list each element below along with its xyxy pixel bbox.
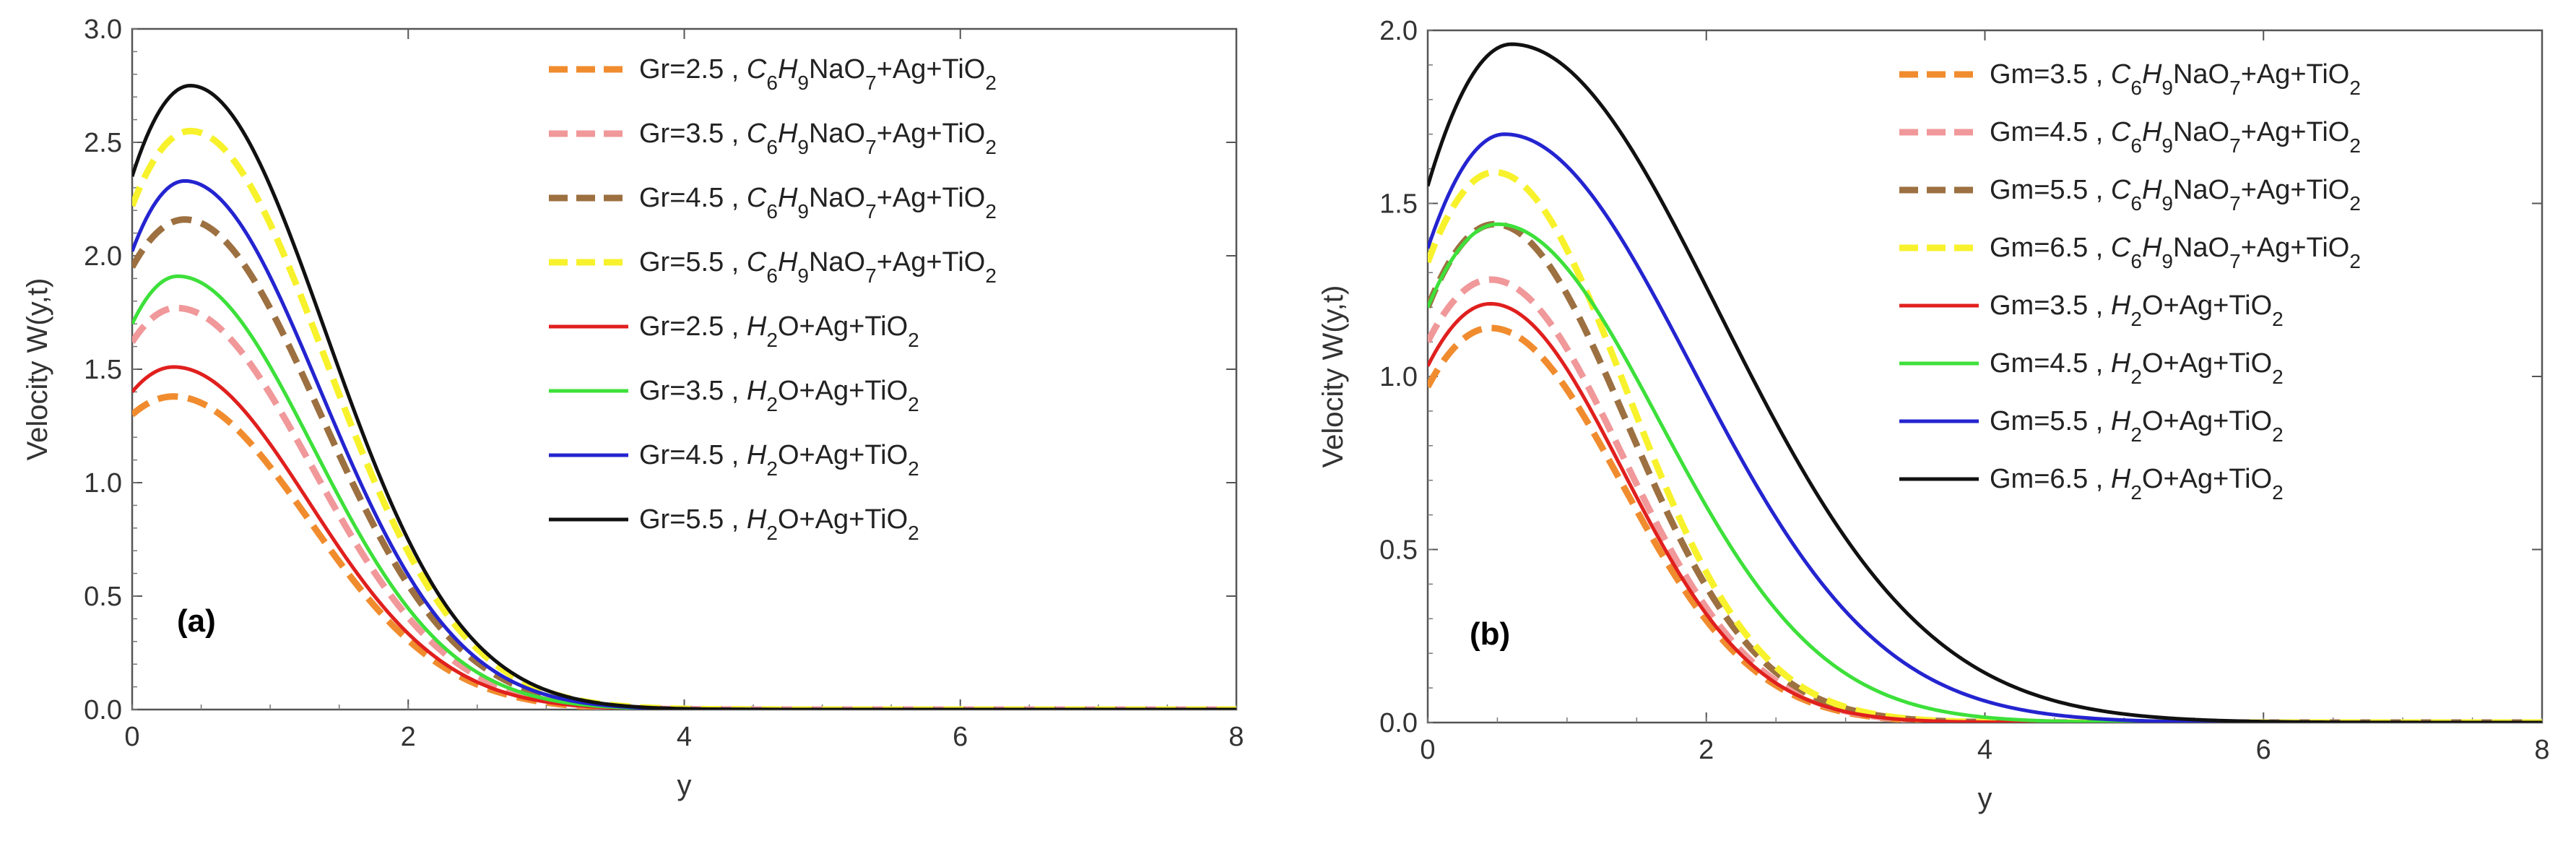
y-tick-label: 0.0 xyxy=(84,695,122,725)
x-tick-label: 0 xyxy=(1420,735,1435,765)
legend-label: Gm=5.5 , H2O+Ag+TiO2 xyxy=(1990,406,2284,446)
legend-label: Gm=6.5 , C6H9NaO7+Ag+TiO2 xyxy=(1990,233,2361,272)
y-tick-label: 2.0 xyxy=(1379,16,1418,46)
y-axis-title: Velocity W(y,t) xyxy=(22,278,53,461)
x-tick-label: 0 xyxy=(124,722,139,752)
x-tick-label: 4 xyxy=(1977,735,1992,765)
series-line-gr-5-5-h2o xyxy=(132,84,1236,710)
legend-label: Gm=4.5 , C6H9NaO7+Ag+TiO2 xyxy=(1990,117,2361,157)
legend-label: Gm=6.5 , H2O+Ag+TiO2 xyxy=(1990,464,2284,504)
y-tick-label: 0.0 xyxy=(1379,708,1418,738)
y-tick-label: 2.5 xyxy=(84,128,122,158)
y-tick-label: 2.0 xyxy=(84,241,122,272)
panel-label: (a) xyxy=(177,603,216,639)
y-tick-label: 3.0 xyxy=(84,14,122,45)
legend: Gm=3.5 , C6H9NaO7+Ag+TiO2 Gm=4.5 , C6H9Na… xyxy=(1899,59,2361,504)
legend-label: Gm=3.5 , H2O+Ag+TiO2 xyxy=(1990,290,2284,330)
y-tick-label: 1.5 xyxy=(84,355,122,385)
legend-label: Gm=4.5 , H2O+Ag+TiO2 xyxy=(1990,348,2284,388)
legend-label: Gr=3.5 , C6H9NaO7+Ag+TiO2 xyxy=(639,118,997,158)
plot-frame xyxy=(1426,29,2544,724)
legend: Gr=2.5 , C6H9NaO7+Ag+TiO2 Gr=3.5 , C6H9Na… xyxy=(549,54,997,544)
x-tick-label: 2 xyxy=(401,722,416,752)
y-tick-label: 0.5 xyxy=(1379,535,1418,566)
y-tick-label: 0.5 xyxy=(84,582,122,612)
legend-label: Gr=4.5 , H2O+Ag+TiO2 xyxy=(639,440,919,480)
series-line-gr-3-5-c6h9nao7 xyxy=(132,304,1236,710)
x-tick-label: 6 xyxy=(2256,735,2271,765)
series-line-gm-4-5-h2o xyxy=(1428,222,2542,723)
legend-label: Gr=3.5 , H2O+Ag+TiO2 xyxy=(639,376,919,415)
x-axis-title: y xyxy=(677,770,692,801)
legend-label: Gr=2.5 , H2O+Ag+TiO2 xyxy=(639,311,919,351)
legend-label: Gr=4.5 , C6H9NaO7+Ag+TiO2 xyxy=(639,183,997,223)
chart-panel-a: 0 2 4 6 8 0.0 0.5 1.0 1.5 2.0 2.5 3.0 y Velocity W(y,… xyxy=(22,14,1244,801)
legend-label: Gr=5.5 , H2O+Ag+TiO2 xyxy=(639,504,919,544)
legend-label: Gm=3.5 , C6H9NaO7+Ag+TiO2 xyxy=(1990,59,2361,99)
series-line-gm-5-5-c6h9nao7 xyxy=(1428,220,2542,723)
legend-label: Gr=5.5 , C6H9NaO7+Ag+TiO2 xyxy=(639,247,997,287)
y-axis-title: Velocity W(y,t) xyxy=(1317,285,1349,468)
x-axis-title: y xyxy=(1978,783,1992,814)
x-tick-label: 4 xyxy=(677,722,692,752)
series-line-gm-6-5-h2o xyxy=(1428,42,2542,723)
series-line-gm-5-5-h2o xyxy=(1428,132,2542,723)
legend-label: Gr=2.5 , C6H9NaO7+Ag+TiO2 xyxy=(639,54,997,94)
x-tick-label: 8 xyxy=(1228,722,1244,752)
y-tick-label: 1.0 xyxy=(84,468,122,499)
x-tick-label: 6 xyxy=(953,722,968,752)
y-tick-label: 1.0 xyxy=(1379,362,1418,392)
series-line-gm-3-5-c6h9nao7 xyxy=(1428,324,2542,723)
x-tick-label: 8 xyxy=(2534,735,2549,765)
series-line-gm-3-5-h2o xyxy=(1428,301,2542,723)
panel-label: (b) xyxy=(1470,616,1510,652)
y-tick-label: 1.5 xyxy=(1379,189,1418,220)
series-line-gm-6-5-c6h9nao7 xyxy=(1428,168,2542,723)
legend-label: Gm=5.5 , C6H9NaO7+Ag+TiO2 xyxy=(1990,175,2361,215)
x-tick-label: 2 xyxy=(1699,735,1714,765)
chart-panel-b: 0 2 4 6 8 0.0 0.5 1.0 1.5 2.0 y Velocity W(y,t) (b) G… xyxy=(1317,16,2550,814)
